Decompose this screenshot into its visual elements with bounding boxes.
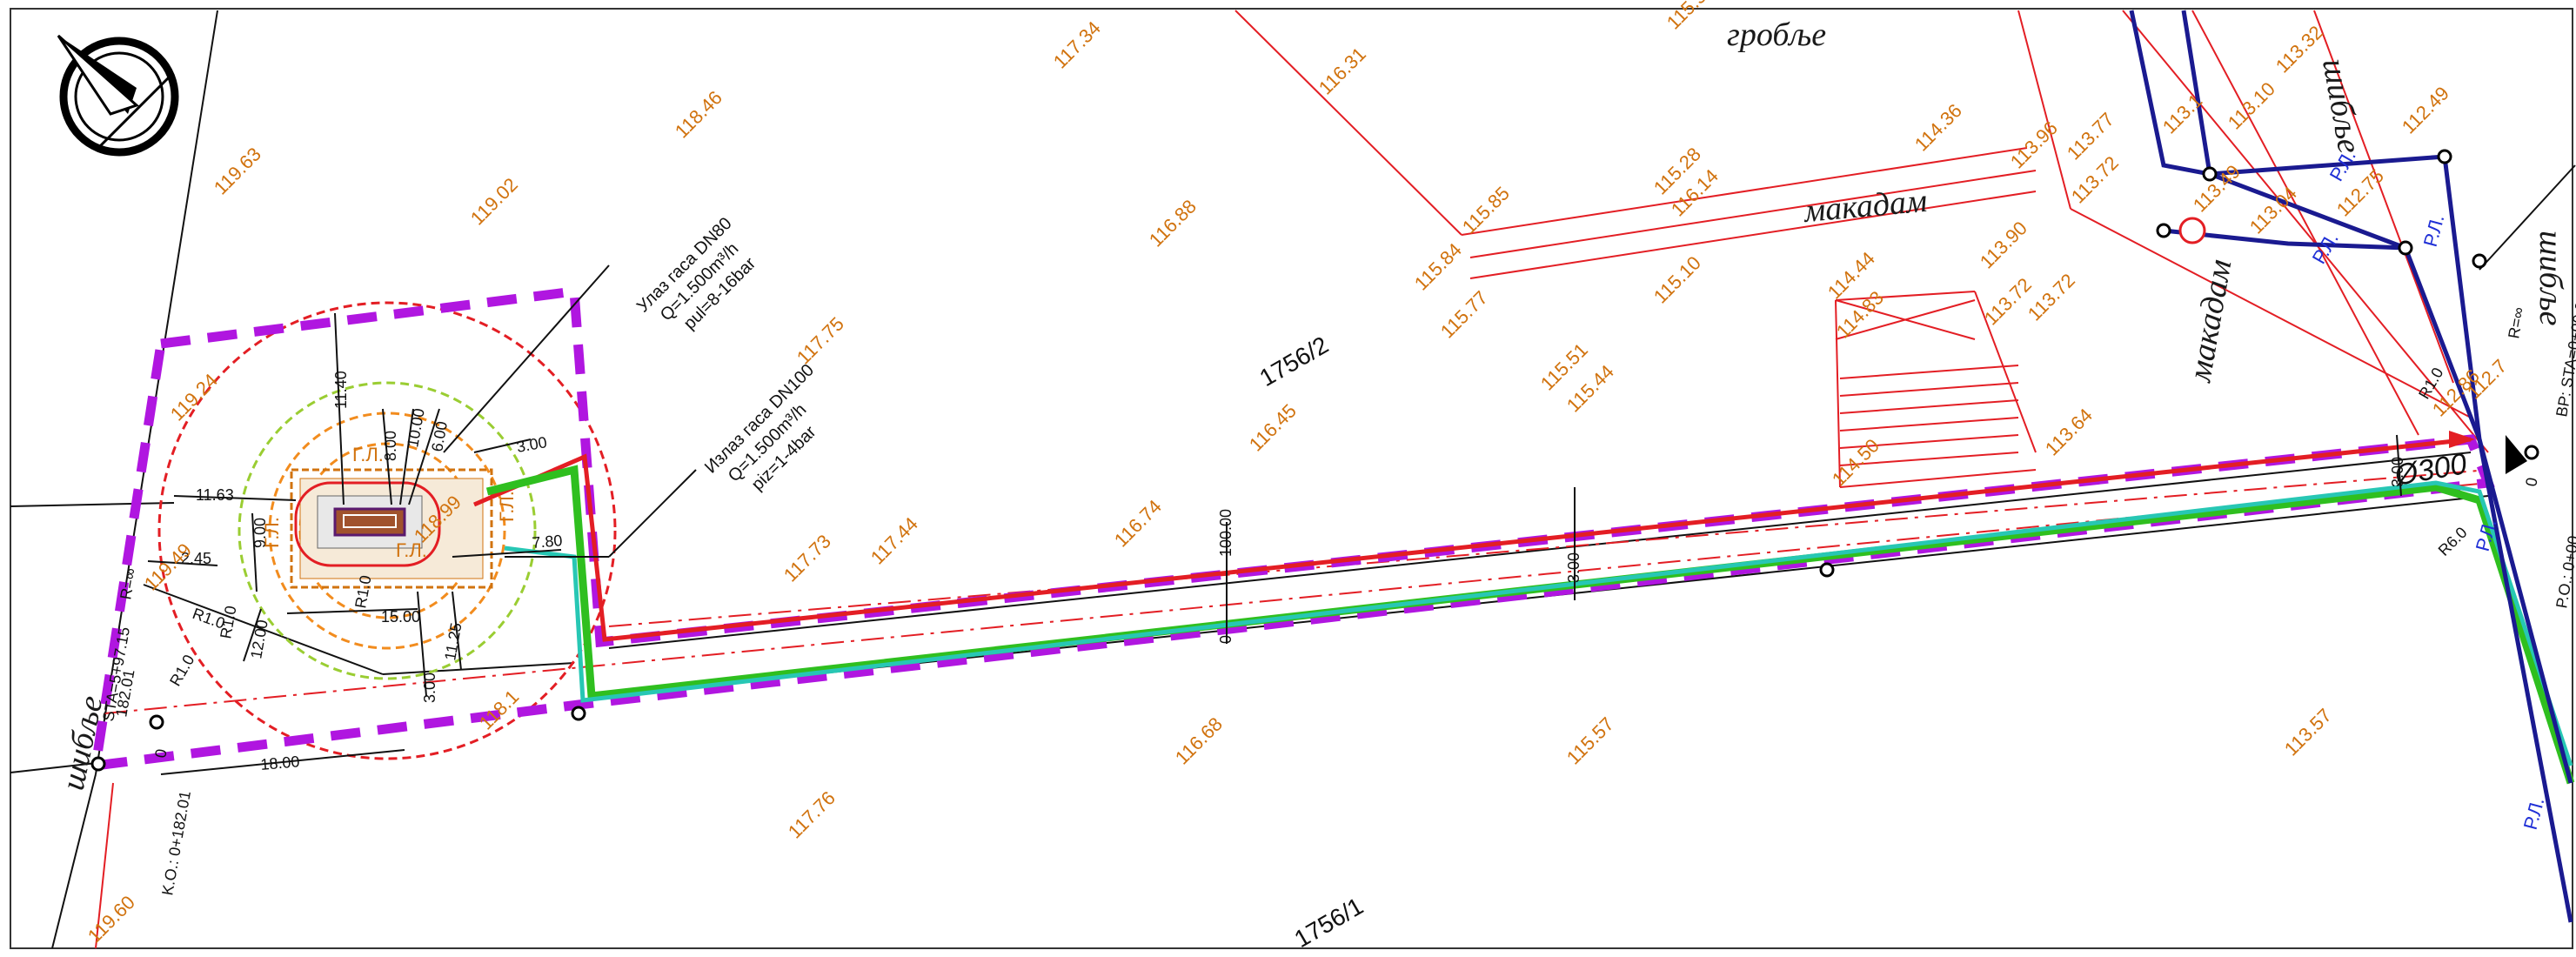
network-nodes <box>90 149 2539 772</box>
dim-9-00-a: 9.00 <box>251 518 269 548</box>
dim-8-00: 8.00 <box>382 431 399 461</box>
dim-3-00-mid: 3.00 <box>1565 552 1582 583</box>
street-label-groblje: гробље <box>1727 17 1826 53</box>
dim-2-45: 2.45 <box>181 550 211 567</box>
axis-lines <box>104 469 2489 714</box>
blue-network <box>2129 10 2573 923</box>
chainage-zero-c: 0 <box>2522 476 2540 487</box>
chainage-zero-a: 0 <box>151 747 170 759</box>
dim-11-63: 11.63 <box>196 486 234 504</box>
chainage-zero-b: 0 <box>1217 635 1234 644</box>
zone-circle-orange <box>268 412 506 650</box>
road-lines <box>95 10 2489 949</box>
north-arrow-icon <box>57 34 179 157</box>
area-label-gl-3: Г.Л. <box>261 517 283 548</box>
area-label-gl-4: Г.Л. <box>496 491 518 522</box>
dim-11-40: 11.40 <box>332 371 350 409</box>
area-label-gl-1: Г.Л. <box>352 444 384 465</box>
chainage-100: 100.00 <box>1217 509 1234 557</box>
pipeline-cyan <box>504 480 2573 766</box>
street-label-right-edge: шибље <box>2533 231 2569 326</box>
zone-circle-outer <box>157 301 617 760</box>
dim-3-00-right: 3.00 <box>2389 457 2406 487</box>
dim-7-80: 7.80 <box>532 532 564 552</box>
end-arrow-icon <box>2506 435 2527 474</box>
gas-station-area <box>290 468 493 589</box>
dim-3-00-bot: 3.00 <box>421 673 438 703</box>
dim-15-00: 15.00 <box>381 608 420 626</box>
area-label-gl-2: Г.Л. <box>396 539 427 561</box>
sheet-frame <box>10 8 2573 949</box>
zone-circle-lime <box>238 381 537 680</box>
dimension-lines <box>147 264 2402 775</box>
plot-boundary <box>90 285 2495 772</box>
dim-18-00: 18.00 <box>260 753 301 773</box>
red-end-arrow-icon <box>2449 431 2475 448</box>
regulating-station <box>333 507 406 537</box>
